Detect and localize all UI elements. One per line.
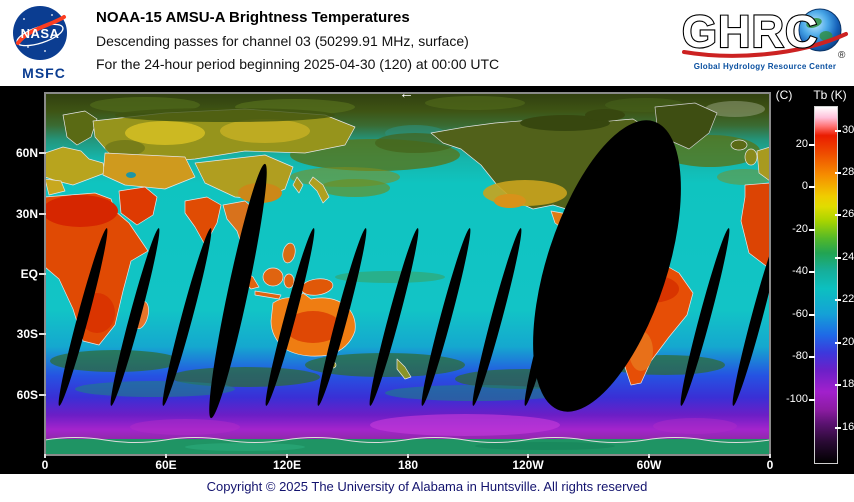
header: NASA MSFC NOAA-15 AMSU-A Brightness Temp… bbox=[0, 0, 854, 86]
lat-label-30s: 30S bbox=[6, 327, 46, 341]
nasa-msfc-logo: NASA MSFC bbox=[10, 5, 78, 85]
colorbar-k-tick: 200 bbox=[835, 336, 854, 349]
ghrc-caption: Global Hydrology Resource Center bbox=[693, 62, 837, 71]
colorbar-k-tick: 280 bbox=[835, 166, 854, 179]
colorbar-c-tick: -60 bbox=[778, 308, 815, 321]
colorbar-celsius-unit: (C) bbox=[775, 88, 793, 102]
registered-mark: ® bbox=[838, 50, 846, 61]
copyright-text: Copyright © 2025 The University of Alaba… bbox=[206, 479, 648, 494]
colorbar-k-tick: 240 bbox=[835, 251, 854, 264]
colorbar-k-tick: 260 bbox=[835, 208, 854, 221]
figure-title: NOAA-15 AMSU-A Brightness Temperatures bbox=[96, 9, 410, 26]
colorbar-kelvin-unit: Tb (K) bbox=[813, 88, 847, 102]
figure-subtitle-period: For the 24-hour period beginning 2025-04… bbox=[96, 56, 500, 72]
colorbar-c-tick: 20 bbox=[778, 138, 815, 151]
colorbar-k-tick: 180 bbox=[835, 378, 854, 391]
lon-label-180: 180 bbox=[386, 454, 430, 472]
colorbar-c-tick: -100 bbox=[778, 393, 815, 406]
lon-label-120e: 120E bbox=[265, 454, 309, 472]
ghrc-logo: GHRC ® Global Hydrology Resource Center bbox=[680, 4, 850, 84]
lat-label-eq: EQ bbox=[6, 267, 46, 281]
brightness-temperature-map bbox=[44, 92, 771, 456]
lon-label-0w: 0 bbox=[23, 454, 67, 472]
ghrc-acronym: GHRC bbox=[682, 6, 819, 57]
ghrc-swoosh bbox=[682, 32, 848, 58]
nasa-label: NASA bbox=[21, 26, 60, 41]
colorbar-k-tick: 300 bbox=[835, 124, 854, 137]
title-block: NOAA-15 AMSU-A Brightness Temperatures D… bbox=[96, 9, 499, 79]
colorbar-c-tick: -20 bbox=[778, 223, 815, 236]
world-map-svg bbox=[45, 93, 770, 455]
ocean-features bbox=[50, 96, 770, 401]
swath-direction-arrow: ← bbox=[399, 85, 414, 102]
colorbar-c-tick: -40 bbox=[778, 265, 815, 278]
lon-label-60w: 60W bbox=[627, 454, 671, 472]
figure-subtitle-channel: Descending passes for channel 03 (50299.… bbox=[96, 33, 469, 49]
lat-label-60s: 60S bbox=[6, 388, 46, 402]
swath-gaps bbox=[58, 120, 770, 419]
lon-label-60e: 60E bbox=[144, 454, 188, 472]
colorbar-c-tick: -80 bbox=[778, 350, 815, 363]
msfc-label: MSFC bbox=[22, 65, 66, 81]
colorbar-k-tick: 160 bbox=[835, 421, 854, 434]
footer: Copyright © 2025 The University of Alaba… bbox=[0, 474, 854, 502]
colorbar-k-tick: 220 bbox=[835, 293, 854, 306]
nasa-meatball-icon: NASA bbox=[13, 6, 67, 60]
colorbar-c-tick: 0 bbox=[778, 180, 815, 193]
lat-label-30n: 30N bbox=[6, 207, 46, 221]
lon-label-120w: 120W bbox=[506, 454, 550, 472]
colorbar bbox=[814, 106, 838, 464]
southern-ocean-cold-patches bbox=[130, 414, 737, 436]
lon-label-0e: 0 bbox=[748, 454, 792, 472]
lat-label-60n: 60N bbox=[6, 146, 46, 160]
antarctic-coastline bbox=[45, 437, 770, 443]
ghrc-logo-art: GHRC ® bbox=[681, 5, 848, 61]
